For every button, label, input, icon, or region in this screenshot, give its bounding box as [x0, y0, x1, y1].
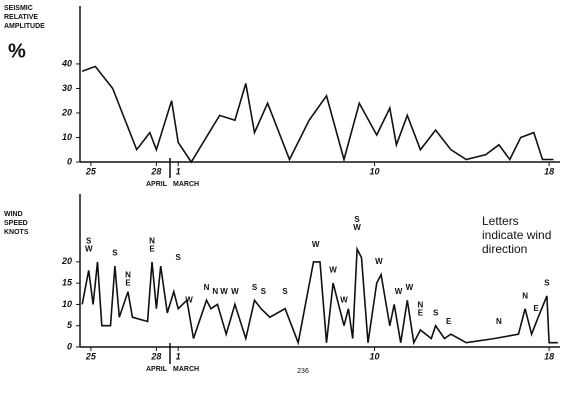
y-axis-title: KNOTS [4, 229, 29, 236]
wind-direction: N [149, 236, 155, 245]
y-axis-title: SEISMIC [4, 5, 33, 12]
wind-direction: W [375, 257, 383, 266]
wind-direction: S [112, 249, 118, 258]
wind-direction: S [252, 283, 258, 292]
y-axis-title: AMPLITUDE [4, 23, 45, 30]
wind-direction: S [433, 308, 439, 317]
x-tick-label: 28 [150, 166, 161, 176]
y-tick-label: 0 [67, 156, 72, 166]
wind-direction: S [544, 279, 550, 288]
wind-direction: N [125, 271, 131, 280]
y-tick-label: 40 [61, 58, 72, 68]
wind-direction: N [212, 287, 218, 296]
wind-direction: W [312, 240, 320, 249]
wind-direction: W [220, 287, 228, 296]
wind-direction: N [417, 300, 423, 309]
wind-direction: W [340, 296, 348, 305]
x-tick-label: 1 [176, 166, 181, 176]
note: direction [482, 242, 527, 256]
wind-direction: E [446, 317, 452, 326]
wind-direction: S [282, 287, 288, 296]
y-axis-title: RELATIVE [4, 14, 38, 21]
wind-direction: W [353, 223, 361, 232]
y-axis-unit: % [8, 40, 26, 62]
wind-direction: N [522, 291, 528, 300]
wind-direction: S [261, 287, 267, 296]
wind-direction: S [176, 253, 182, 262]
wind-direction: W [85, 244, 93, 253]
x-tick-label: 18 [544, 166, 554, 176]
wind-direction: N [496, 317, 502, 326]
note: indicate wind [482, 228, 551, 242]
note: Letters [482, 214, 519, 228]
wind-direction: E [533, 304, 539, 313]
x-tick-label: 10 [370, 351, 380, 361]
month-label: MARCH [173, 181, 199, 188]
y-tick-label: 15 [62, 278, 73, 288]
x-tick-label: 28 [150, 351, 161, 361]
wind-direction: W [395, 287, 403, 296]
wind-direction: S [86, 236, 92, 245]
wind-direction: E [418, 308, 424, 317]
y-tick-label: 10 [62, 299, 72, 309]
x-tick-label: 25 [85, 166, 97, 176]
y-axis-title: SPEED [4, 220, 28, 227]
wind-direction: N [204, 283, 210, 292]
y-tick-label: 0 [67, 341, 72, 351]
wind-direction: W [185, 296, 193, 305]
wind-direction: E [149, 244, 155, 253]
y-tick-label: 30 [62, 83, 72, 93]
month-label: APRIL [146, 366, 168, 373]
x-tick-label: 10 [370, 166, 380, 176]
data-line [81, 246, 558, 346]
data-line [81, 65, 554, 164]
x-tick-label: 18 [544, 351, 554, 361]
wind-direction: S [354, 215, 360, 224]
wind-direction: W [329, 266, 337, 275]
x-tick-label: 1 [176, 351, 181, 361]
y-tick-label: 20 [61, 256, 72, 266]
month-label: APRIL [146, 181, 168, 188]
wind-direction: W [406, 283, 414, 292]
x-tick-label: 25 [85, 351, 97, 361]
month-label: MARCH [173, 366, 199, 373]
y-tick-label: 10 [62, 132, 72, 142]
wind-direction: E [125, 279, 131, 288]
y-tick-label: 5 [67, 320, 73, 330]
y-axis-title: WIND [4, 211, 23, 218]
y-tick-label: 20 [61, 107, 72, 117]
page-number: 236 [297, 368, 309, 375]
wind-direction: W [231, 287, 239, 296]
